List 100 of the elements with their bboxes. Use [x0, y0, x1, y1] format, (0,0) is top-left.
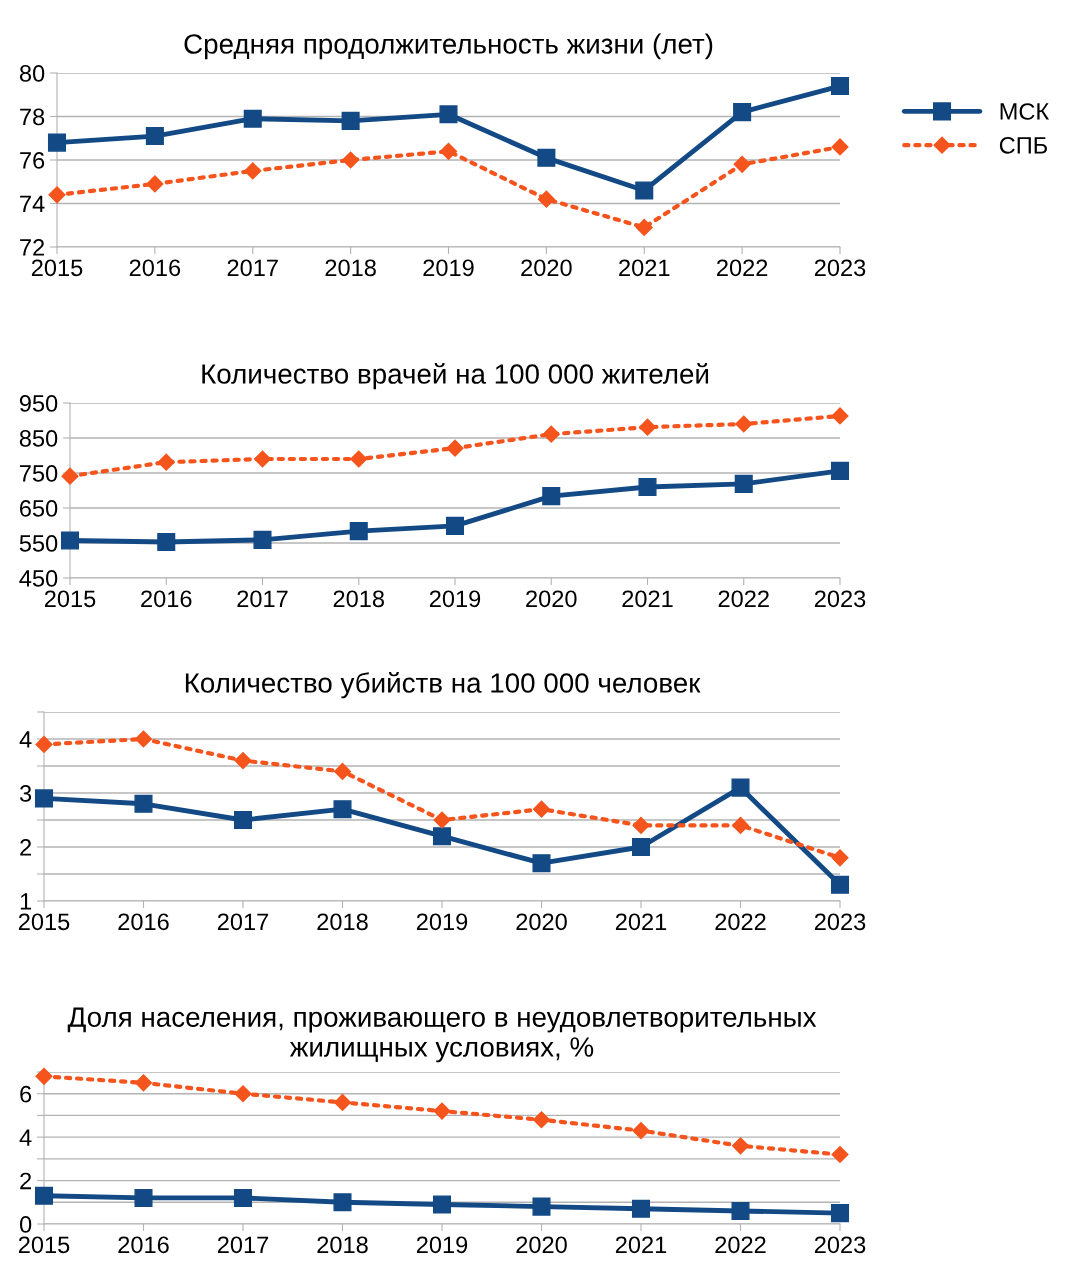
y-tick-label: 2 — [20, 839, 32, 856]
y-tick-label: 72 — [20, 239, 45, 256]
y-tick-label: 950 — [19, 395, 58, 412]
point — [638, 418, 657, 436]
point — [349, 522, 368, 541]
point — [157, 453, 175, 471]
point — [134, 1074, 153, 1092]
point — [253, 450, 272, 468]
x-tick-label: 2016 — [118, 1236, 169, 1254]
point — [233, 1188, 253, 1207]
legend-label: СПБ — [999, 136, 1047, 154]
x-tick-label: 2016 — [129, 259, 181, 277]
point — [134, 794, 153, 813]
y-tick-label: 78 — [20, 108, 45, 126]
x-tick-label: 2015 — [44, 590, 96, 608]
point — [532, 800, 551, 818]
point — [831, 849, 849, 867]
point — [733, 103, 752, 122]
point — [532, 854, 551, 873]
x-tick-label: 2017 — [217, 1236, 269, 1254]
point — [342, 151, 360, 169]
point — [532, 1197, 551, 1216]
point — [47, 133, 67, 152]
chart-title: Количество убийств на 100 000 человек — [185, 671, 701, 699]
point — [157, 532, 176, 551]
point — [542, 487, 561, 506]
point — [134, 730, 153, 748]
y-tick-label: 1 — [20, 893, 32, 910]
point — [34, 789, 54, 808]
x-tick-label: 2022 — [718, 590, 769, 608]
point — [446, 439, 464, 457]
point — [432, 827, 452, 846]
point — [638, 477, 657, 497]
point — [735, 415, 753, 433]
point — [830, 1204, 850, 1223]
x-tick-label: 2016 — [118, 913, 169, 931]
x-tick-label: 2021 — [619, 259, 670, 277]
point — [731, 1137, 750, 1155]
point — [433, 1102, 451, 1120]
chart-title: Доля населения, проживающего в неудовлетворительных жилищных условиях, % — [67, 1007, 817, 1063]
x-tick-label: 2016 — [141, 590, 192, 608]
point — [831, 138, 849, 156]
x-tick-label: 2021 — [622, 590, 673, 608]
point — [333, 762, 352, 780]
y-tick-label: 650 — [20, 500, 58, 517]
y-tick-label: 450 — [19, 570, 58, 587]
x-tick-label: 2020 — [516, 913, 567, 931]
y-tick-label: 2 — [20, 1172, 32, 1190]
y-tick-label: 80 — [19, 65, 45, 82]
y-tick-label: 3 — [19, 785, 32, 802]
x-tick-label: 2019 — [416, 913, 468, 931]
y-tick-label: 6 — [20, 1085, 32, 1103]
point — [831, 407, 849, 425]
x-tick-label: 2022 — [717, 259, 768, 277]
x-tick-label: 2018 — [325, 259, 376, 277]
point — [631, 1199, 651, 1218]
point — [445, 516, 465, 535]
point — [439, 142, 458, 160]
x-tick-label: 2019 — [429, 590, 481, 608]
point — [134, 1188, 153, 1207]
x-tick-label: 2018 — [333, 590, 384, 608]
point — [243, 109, 262, 128]
chart-title: Количество врачей на 100 000 жителей — [202, 362, 709, 390]
x-tick-label: 2022 — [715, 1236, 766, 1254]
point — [432, 1195, 452, 1214]
point — [537, 190, 555, 208]
point — [145, 127, 164, 146]
point — [632, 1122, 650, 1140]
chart-title: Средняя продолжительность жизни (лет) — [184, 33, 713, 60]
y-tick-label: 74 — [20, 195, 45, 213]
point — [333, 800, 352, 819]
x-tick-label: 2019 — [416, 1236, 468, 1254]
y-tick-label: 850 — [19, 430, 58, 447]
x-tick-label: 2018 — [317, 913, 368, 931]
point — [233, 810, 253, 830]
point — [234, 1085, 252, 1103]
point — [61, 467, 79, 485]
x-tick-label: 2018 — [317, 1236, 368, 1254]
x-tick-label: 2023 — [814, 259, 866, 277]
x-tick-label: 2023 — [814, 590, 866, 608]
x-tick-label: 2015 — [18, 913, 70, 931]
x-tick-label: 2022 — [715, 913, 766, 931]
point — [333, 1193, 352, 1212]
point — [146, 175, 164, 193]
point — [48, 186, 66, 204]
point — [830, 77, 850, 96]
point — [830, 461, 850, 480]
x-tick-label: 2020 — [521, 259, 572, 277]
x-tick-label: 2017 — [217, 913, 269, 931]
x-tick-label: 2019 — [423, 259, 474, 277]
point — [253, 530, 272, 549]
point — [731, 816, 750, 834]
point — [831, 1145, 849, 1164]
point — [35, 735, 53, 753]
x-tick-label: 2020 — [516, 1236, 567, 1254]
point — [632, 816, 650, 834]
point — [60, 531, 80, 550]
y-tick-label: 4 — [19, 731, 32, 748]
x-tick-label: 2017 — [237, 590, 288, 608]
point — [234, 752, 252, 770]
